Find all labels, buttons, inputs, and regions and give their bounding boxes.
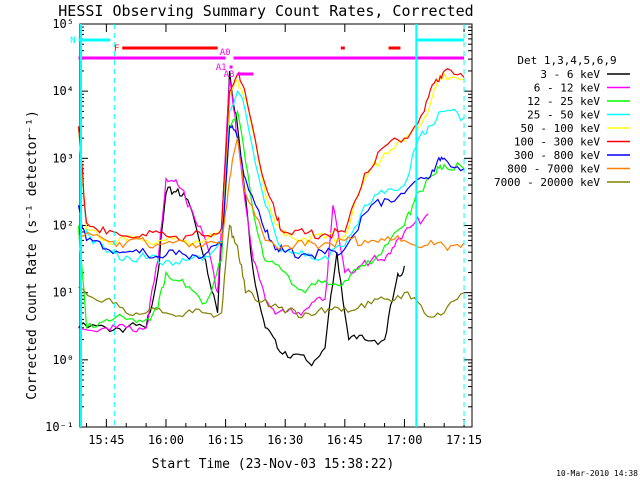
series-line-3 bbox=[77, 109, 465, 330]
y-tick-label: 10⁴ bbox=[52, 84, 74, 98]
tick-labels: 10⁻¹ 10⁰ 10¹ 10² 10³ 10⁴ 10⁵ 15:45 16:00 16:15 16:… bbox=[45, 17, 482, 447]
chart-title: HESSI Observing Summary Count Rates, Cor… bbox=[58, 2, 473, 20]
x-tick-label: 16:30 bbox=[267, 433, 303, 447]
annotation-bar-label: A1 bbox=[216, 63, 227, 73]
legend-label: 800 - 7000 keV bbox=[507, 163, 600, 176]
x-tick-label: 15:45 bbox=[88, 433, 124, 447]
series-line-7 bbox=[77, 124, 465, 261]
footer-timestamp: 10-Mar-2010 14:38 bbox=[556, 469, 638, 478]
x-axis-label: Start Time (23-Nov-03 15:38:22) bbox=[152, 457, 395, 472]
y-axis-label: Corrected Count Rate (s⁻¹ detector⁻¹) bbox=[25, 110, 40, 400]
x-tick-label: 17:15 bbox=[446, 433, 482, 447]
legend-label: 100 - 300 keV bbox=[514, 136, 600, 149]
legend-label: 12 - 25 keV bbox=[527, 95, 600, 108]
legend-label: 7000 - 20000 keV bbox=[494, 176, 600, 189]
legend-title: Det 1,3,4,5,6,9 bbox=[517, 54, 616, 67]
legend-label: 50 - 100 keV bbox=[521, 122, 601, 135]
x-tick-label: 16:45 bbox=[327, 433, 363, 447]
y-tick-label: 10⁰ bbox=[52, 353, 74, 367]
x-tick-label: 16:00 bbox=[148, 433, 184, 447]
legend-label: 6 - 12 keV bbox=[534, 82, 601, 95]
y-tick-label: 10⁵ bbox=[52, 17, 74, 31]
series-line-9 bbox=[78, 224, 465, 319]
y-tick-label: 10⁻¹ bbox=[45, 420, 74, 434]
legend-label: 3 - 6 keV bbox=[540, 68, 600, 81]
annotation-bar-label: F bbox=[114, 44, 119, 54]
annotation-bar-label: A3 bbox=[224, 70, 235, 80]
y-tick-label: 10³ bbox=[52, 151, 74, 165]
annotation-bar-label: N bbox=[70, 36, 75, 46]
y-tick-label: 10¹ bbox=[52, 286, 74, 300]
legend-label: 25 - 50 keV bbox=[527, 109, 600, 122]
legend-label: 300 - 800 keV bbox=[514, 149, 600, 162]
series-line-6 bbox=[77, 68, 465, 242]
plot-axes bbox=[79, 23, 473, 428]
series-line-5 bbox=[77, 72, 465, 246]
series-line-8 bbox=[78, 137, 465, 252]
annotation-bar-label: A0 bbox=[220, 48, 231, 58]
series-layer bbox=[77, 68, 465, 367]
series-line-1 bbox=[78, 70, 405, 367]
y-tick-label: 10² bbox=[52, 219, 74, 233]
x-tick-label: 17:00 bbox=[386, 433, 422, 447]
series-line-4 bbox=[77, 89, 465, 267]
series-line-2 bbox=[78, 79, 429, 333]
x-tick-label: 16:15 bbox=[208, 433, 244, 447]
